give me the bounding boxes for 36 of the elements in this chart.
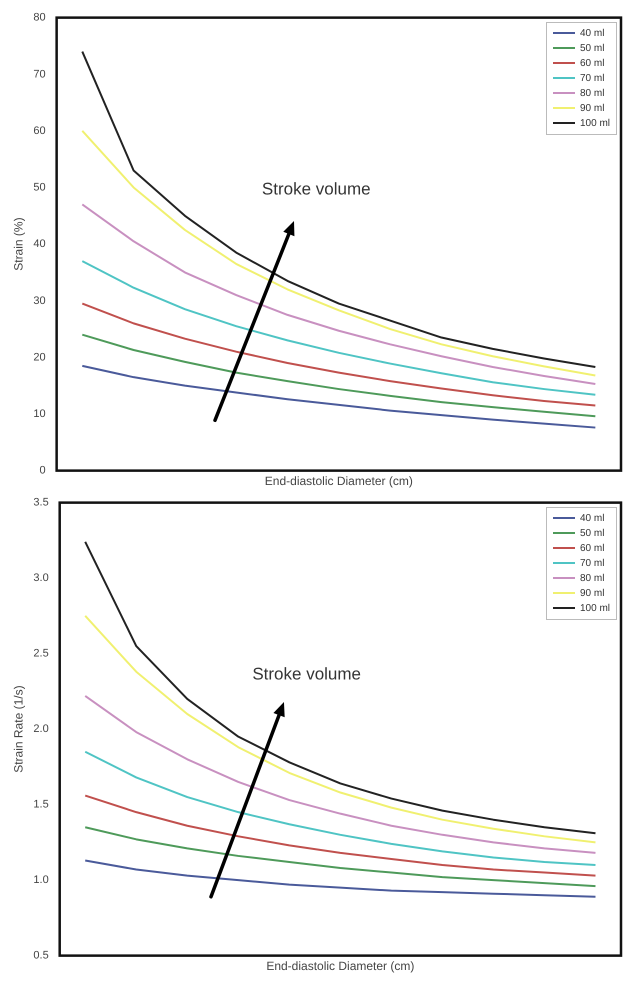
y-axis-title: Strain Rate (1/s) [12, 685, 26, 773]
y-tick-label: 80 [33, 12, 46, 24]
y-tick-label: 3.0 [33, 572, 49, 584]
legend-label: 100 ml [580, 602, 610, 616]
legend-label: 70 ml [580, 556, 604, 571]
y-tick-label: 10 [33, 408, 46, 420]
y-tick-label: 20 [33, 351, 46, 364]
x-axis-title: End-diastolic Diameter (cm) [266, 959, 414, 974]
y-tick-label: 30 [33, 294, 46, 307]
y-tick-label: 0.5 [33, 950, 49, 962]
y-tick-label: 60 [33, 124, 46, 137]
legend-label: 40 ml [580, 26, 604, 41]
y-axis-title: Strain (%) [12, 217, 26, 271]
legend-label: 70 ml [580, 72, 604, 86]
legend-label: 90 ml [580, 586, 604, 601]
legend-label: 50 ml [580, 526, 604, 541]
y-tick-label: 40 [33, 238, 46, 250]
legend-label: 80 ml [580, 572, 604, 586]
x-axis-title: End-diastolic Diameter (cm) [264, 474, 413, 488]
legend-label: 90 ml [580, 102, 604, 116]
annotation: Stroke volume [252, 664, 362, 684]
y-tick-label: 2.5 [33, 648, 49, 660]
y-tick-label: 70 [33, 68, 46, 80]
legend-label: 60 ml [580, 542, 604, 556]
annotation: Stroke volume [262, 179, 371, 198]
y-tick-label: 2.0 [33, 723, 49, 736]
y-tick-label: 0 [40, 464, 46, 477]
y-tick-label: 50 [33, 182, 46, 194]
y-tick-label: 1.5 [33, 798, 49, 811]
y-tick-label: 3.5 [33, 496, 49, 509]
legend-label: 100 ml [580, 116, 610, 131]
legend-label: 80 ml [580, 86, 604, 101]
legend-label: 60 ml [580, 56, 604, 71]
legend-label: 50 ml [580, 42, 604, 56]
legend-label: 40 ml [580, 512, 604, 526]
y-tick-label: 1.0 [33, 874, 49, 886]
